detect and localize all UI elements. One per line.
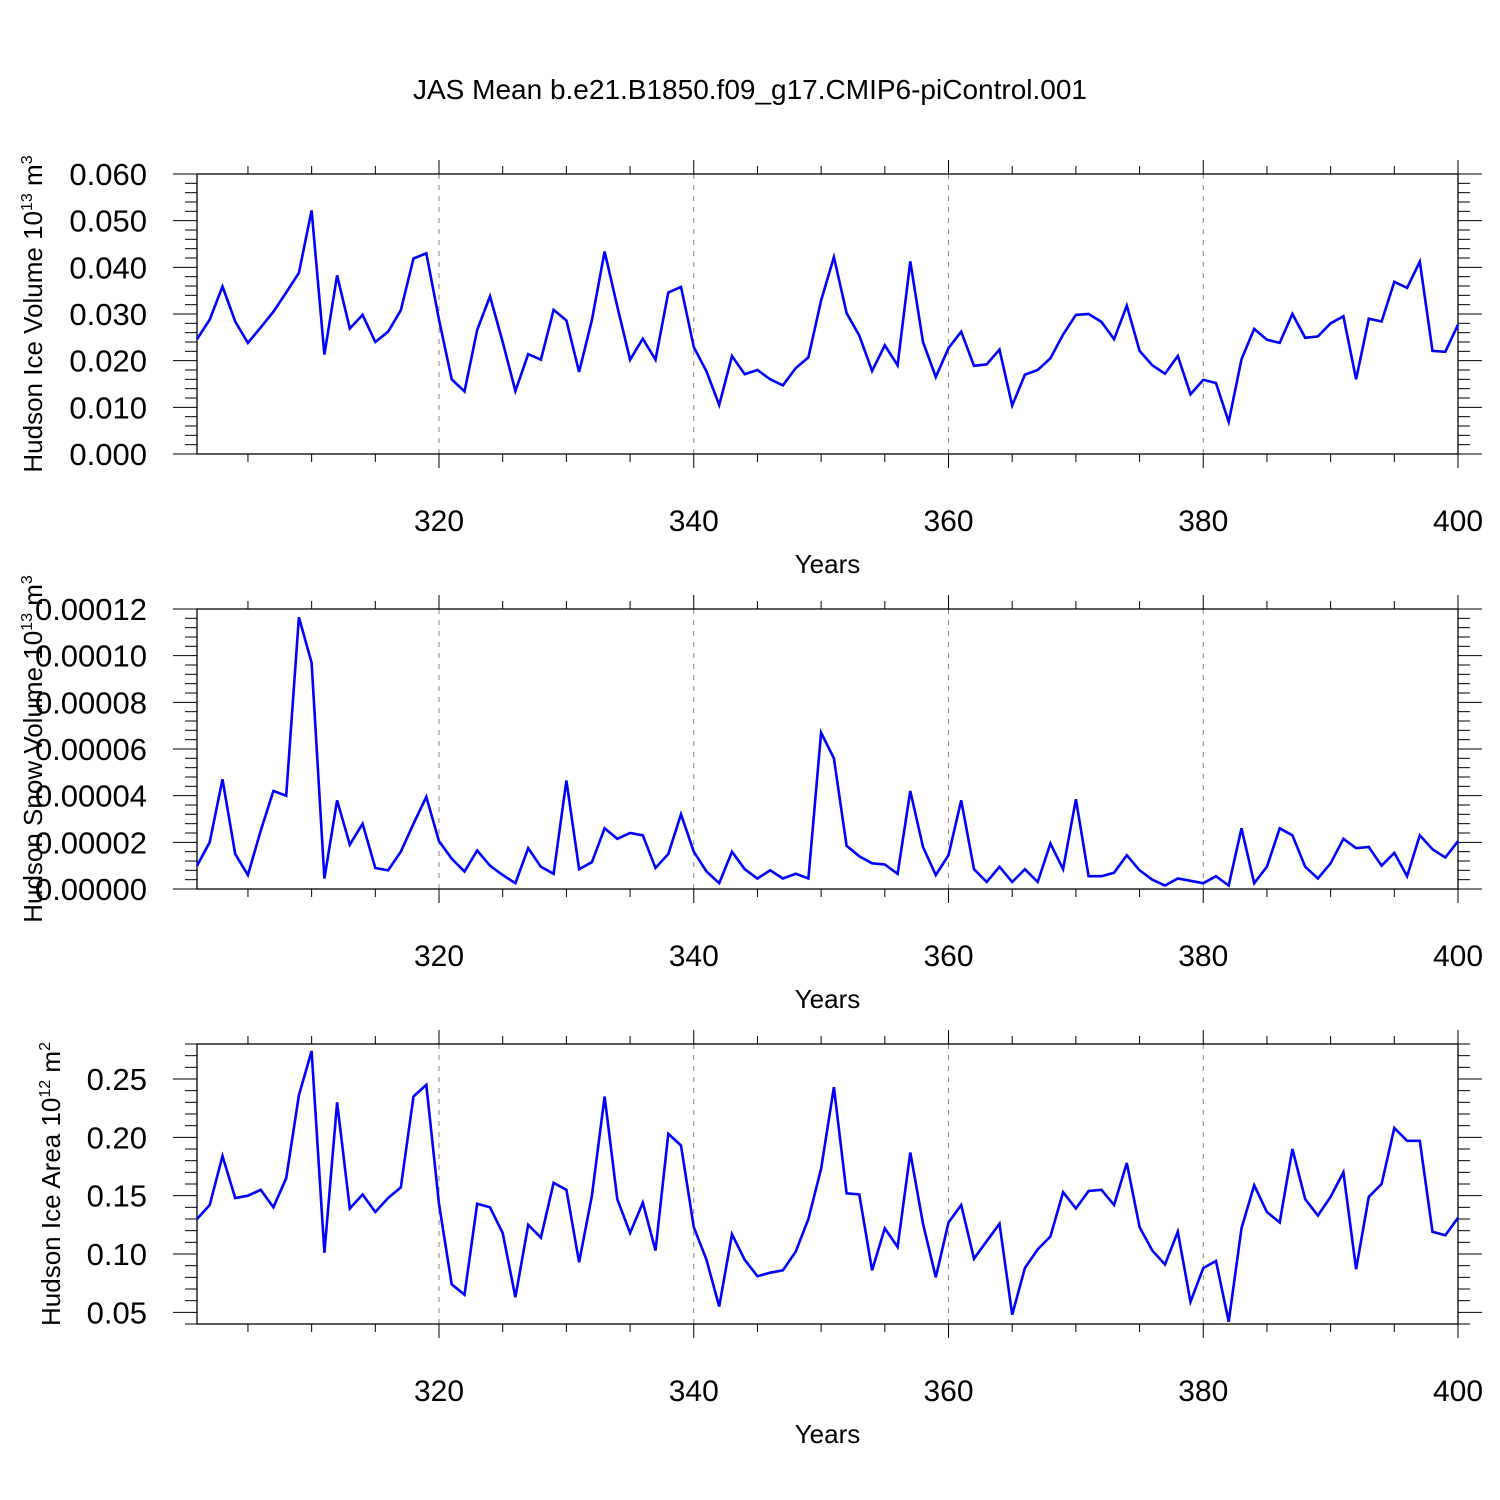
ice-volume-y-tick-label: 0.020	[69, 344, 147, 379]
snow-volume-y-tick-label: 0.00000	[35, 872, 147, 907]
snow-volume-x-tick-label: 360	[923, 940, 973, 973]
ice-area-x-tick-label: 380	[1178, 1375, 1228, 1408]
snow-volume-y-axis-label: Hudson Snow Volume 1013 m3	[18, 575, 48, 923]
ice-area-x-tick-label: 400	[1433, 1375, 1483, 1408]
ice-area-y-tick-label: 0.05	[87, 1295, 147, 1330]
snow-volume-y-tick-label: 0.00004	[35, 779, 147, 814]
ice-volume-x-tick-label: 380	[1178, 505, 1228, 538]
ice-volume-x-tick-label: 360	[923, 505, 973, 538]
ice-volume-plot-frame	[196, 173, 1459, 455]
ice-volume-y-tick-label: 0.060	[69, 157, 147, 192]
snow-volume-series-line	[195, 616, 1460, 888]
chart-title: JAS Mean b.e21.B1850.f09_g17.CMIP6-piCon…	[413, 74, 1087, 105]
snow-volume-y-tick-label: 0.00012	[35, 592, 147, 627]
snow-volume-x-axis-label: Years	[795, 984, 861, 1014]
ice-volume-y-tick-label: 0.040	[69, 250, 147, 285]
snow-volume-x-tick-label: 380	[1178, 940, 1228, 973]
snow-volume-x-tick-label: 340	[669, 940, 719, 973]
ice-volume-y-tick-label: 0.010	[69, 390, 147, 425]
snow-volume-panel: 320 340 360 380 400 0.00000 0.00002 0.00004 0.00…	[18, 575, 1483, 1014]
ice-volume-y-tick-label: 0.050	[69, 204, 147, 239]
snow-volume-x-tick-label: 320	[414, 940, 464, 973]
snow-volume-x-tick-label: 400	[1433, 940, 1483, 973]
ice-area-y-axis-label: Hudson Ice Area 1012 m2	[36, 1042, 66, 1326]
ice-area-y-tick-label: 0.25	[87, 1062, 147, 1097]
ice-area-x-tick-label: 360	[923, 1375, 973, 1408]
ice-volume-y-axis-label: Hudson Ice Volume 1013 m3	[18, 155, 48, 472]
ice-area-y-tick-label: 0.20	[87, 1120, 147, 1155]
snow-volume-y-tick-label: 0.00008	[35, 685, 147, 720]
ice-volume-y-tick-label: 0.030	[69, 297, 147, 332]
ice-area-x-axis-label: Years	[795, 1419, 861, 1449]
snow-volume-y-tick-label: 0.00006	[35, 732, 147, 767]
ice-volume-x-tick-label: 320	[414, 505, 464, 538]
ice-volume-x-axis-label: Years	[795, 549, 861, 579]
ice-area-y-tick-label: 0.10	[87, 1237, 147, 1272]
snow-volume-y-tick-label: 0.00002	[35, 825, 147, 860]
ice-area-panel: 320 340 360 380 400 0.05 0.10 0.15 0.20 0.25 Years…	[36, 1030, 1483, 1449]
ice-area-x-tick-label: 340	[669, 1375, 719, 1408]
snow-volume-y-tick-label: 0.00010	[35, 639, 147, 674]
ice-area-series-line	[196, 1050, 1460, 1322]
ice-volume-x-tick-label: 400	[1433, 505, 1483, 538]
ice-area-plot-frame	[196, 1043, 1459, 1325]
snow-volume-plot-frame	[196, 608, 1459, 890]
ice-volume-x-tick-label: 340	[669, 505, 719, 538]
ice-area-y-tick-label: 0.15	[87, 1179, 147, 1214]
ice-volume-series-line	[195, 210, 1460, 427]
ice-volume-y-tick-label: 0.000	[69, 437, 147, 472]
ice-area-x-tick-label: 320	[414, 1375, 464, 1408]
ice-volume-panel: 320 340 360 380 400 0.000 0.010 0.020 0.030 0.040…	[18, 155, 1483, 579]
